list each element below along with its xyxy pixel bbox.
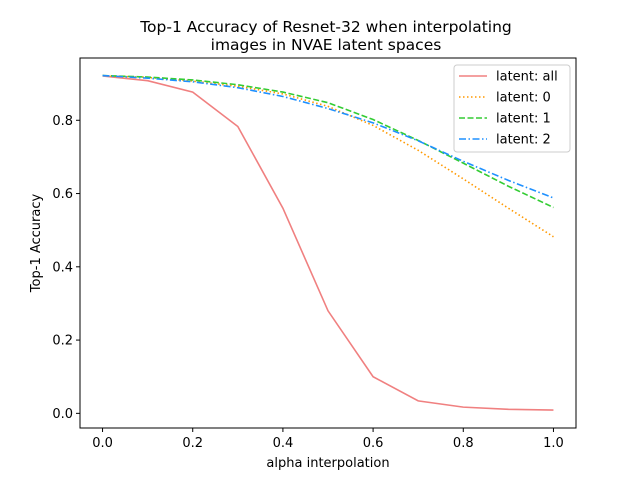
y-axis-label: Top-1 Accuracy — [29, 194, 44, 294]
legend-label: latent: 2 — [496, 133, 551, 148]
chart-title: Top-1 Accuracy of Resnet-32 when interpo… — [139, 18, 512, 54]
y-tick-label: 0.6 — [52, 187, 73, 202]
series-line-all — [102, 75, 554, 411]
x-axis-label: alpha interpolation — [266, 456, 389, 471]
legend-label: latent: 0 — [496, 91, 551, 106]
legend-label: latent: all — [496, 70, 558, 85]
y-tick-label: 0.8 — [52, 114, 73, 129]
y-tick-label: 0.4 — [52, 260, 73, 275]
x-tick-label: 0.8 — [453, 436, 474, 451]
x-tick-label: 0.2 — [182, 436, 203, 451]
legend-box — [453, 64, 571, 153]
x-tick-label: 0.4 — [273, 436, 294, 451]
axes-frame — [79, 57, 577, 429]
x-tick-label: 0.0 — [92, 436, 113, 451]
x-tick-label: 0.6 — [363, 436, 384, 451]
y-tick-label: 0.0 — [52, 407, 73, 422]
series-line-0 — [102, 74, 554, 238]
chart-title-line-1: Top-1 Accuracy of Resnet-32 when interpo… — [139, 18, 512, 36]
x-tick-label: 1.0 — [543, 436, 564, 451]
legend: latent: all latent: 0 latent: 1 latent: 2 — [453, 64, 571, 153]
plot-area: 0.0 0.2 0.4 0.6 0.8 1.0 0.0 0.2 0.4 0.6 0.8 — [52, 57, 577, 451]
chart-title-line-2: images in NVAE latent spaces — [211, 36, 442, 54]
legend-label: latent: 1 — [496, 112, 551, 127]
series-line-1 — [102, 74, 554, 209]
y-tick-label: 0.2 — [52, 334, 73, 349]
